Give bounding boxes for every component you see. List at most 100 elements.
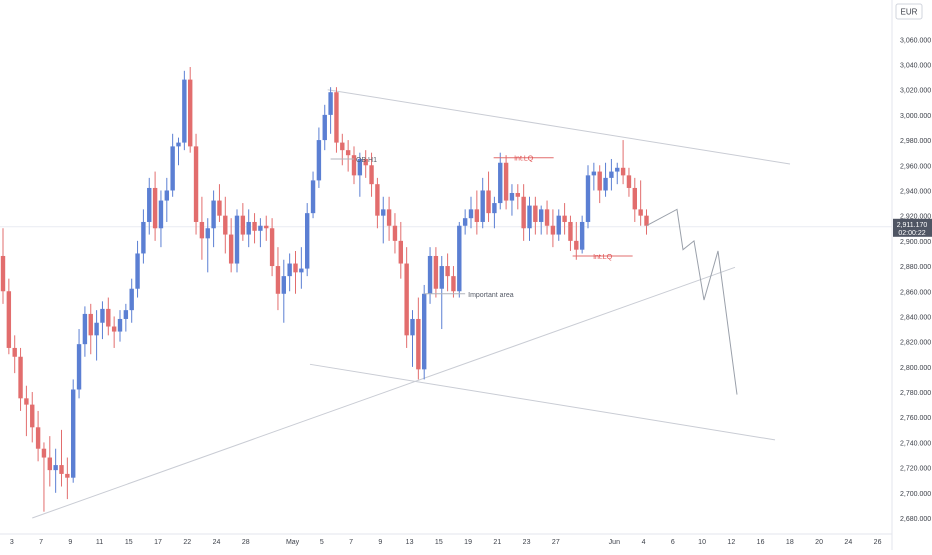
y-tick-label: 3,060.000 [900,37,931,44]
trendlines [32,89,791,519]
y-tick-label: 2,900.000 [900,239,931,246]
y-tick-label: 2,740.000 [900,440,931,447]
x-tick-label: 9 [68,539,72,546]
y-tick-label: 2,960.000 [900,163,931,170]
candle [30,404,35,428]
y-tick-label: 2,920.000 [900,214,931,221]
candle [328,92,333,115]
x-tick-label: 24 [844,539,852,546]
candle [176,142,181,147]
candle [0,255,6,292]
upper-trendline [327,89,791,165]
candle [574,240,579,250]
candle [199,221,205,239]
candle [404,263,409,336]
candle [193,146,199,222]
candle [626,175,632,188]
x-tick-label: 9 [378,539,382,546]
candle [638,209,643,216]
x-tick-label: 13 [406,539,414,546]
x-tick-label: 22 [183,539,191,546]
currency-label: EUR [901,8,918,17]
candle [539,209,544,222]
candle [24,398,29,405]
annotations: OB H1 Int.LQ Int.LQ Important area [330,156,633,299]
candle [340,142,345,151]
candle [375,184,380,216]
candle [223,215,228,235]
candle [392,225,398,241]
y-tick-label: 2,700.000 [900,491,931,498]
candle [123,310,129,319]
liquidity-label: Int.LQ [593,254,613,261]
candle [556,215,561,235]
x-tick-label: 4 [642,539,646,546]
y-tick-label: 2,760.000 [900,415,931,422]
candle [106,308,111,327]
candle [258,225,263,231]
current-price-tag [893,218,932,237]
candle [310,180,316,214]
candle [47,457,52,471]
candle [363,158,368,166]
x-tick-label: 26 [874,539,882,546]
candle [88,313,93,336]
candle [41,448,47,458]
x-tick-label: Jun [609,539,620,546]
candle [644,215,649,226]
x-tick-label: 5 [320,539,324,546]
x-tick-label: 27 [552,539,560,546]
candle [416,318,421,370]
candle [562,215,567,222]
candle [158,200,164,229]
candle [6,291,12,348]
rising-support-line [32,266,736,519]
candle [591,171,597,176]
y-tick-label: 2,880.000 [900,264,931,271]
candle [457,225,462,292]
x-tick-label: 17 [154,539,162,546]
y-tick-label: 2,800.000 [900,365,931,372]
candle [334,92,339,143]
y-tick-label: 2,720.000 [900,466,931,473]
candle [129,288,134,311]
x-tick-label: 21 [493,539,501,546]
candle [451,276,456,292]
candle [468,209,474,219]
x-tick-label: 3 [10,539,14,546]
x-tick-label: 20 [815,539,823,546]
candle [246,221,251,235]
candle [422,293,427,370]
y-tick-label: 2,780.000 [900,390,931,397]
candle [141,221,146,254]
candle [252,221,257,231]
candle [433,255,439,289]
candle [533,205,538,222]
candle [585,175,591,222]
y-tick-label: 2,980.000 [900,138,931,145]
candle [147,187,152,222]
x-tick-label: 7 [349,539,353,546]
projection-polyline [646,208,738,395]
x-tick-label: 19 [464,539,472,546]
candle [486,190,491,214]
y-tick-label: 2,680.000 [900,516,931,523]
candle [164,190,169,201]
candle [386,209,392,226]
candle [65,473,70,478]
candle [35,427,41,449]
candle [228,234,234,264]
candle [632,187,637,210]
candle [521,196,526,229]
candle [527,205,532,229]
candle [281,276,286,294]
candle [240,215,246,235]
x-tick-label: 10 [698,539,706,546]
x-tick-label: 15 [125,539,133,546]
annotation-label: OB H1 [356,157,377,164]
candle [182,79,187,143]
candle [12,347,17,357]
candle [509,192,515,201]
candle [474,209,480,222]
